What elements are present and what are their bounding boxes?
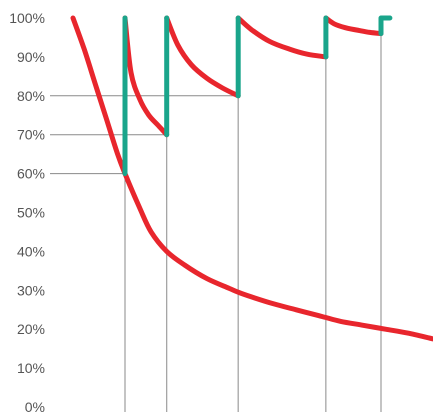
decay-curve-after-dose-4 xyxy=(323,15,384,37)
y-tick-label-2: 20% xyxy=(17,321,45,337)
y-tick-label-10: 100% xyxy=(9,10,45,26)
series-layer xyxy=(70,15,433,342)
y-tick-label-6: 60% xyxy=(17,166,45,182)
decay-curve-after-dose-3 xyxy=(235,15,329,60)
y-tick-label-3: 30% xyxy=(17,282,45,298)
y-tick-label-7: 70% xyxy=(17,127,45,143)
y-tick-labels: 0% 10% 20% 30% 40% 50% 60% 70% 80% 90% 100% xyxy=(9,10,45,412)
y-tick-label-4: 40% xyxy=(17,243,45,259)
decay-curve-after-dose-2 xyxy=(164,15,241,99)
guides-layer xyxy=(50,18,382,412)
y-tick-label-0: 0% xyxy=(25,399,45,412)
y-tick-label-8: 80% xyxy=(17,88,45,104)
decay-curve-after-dose-1 xyxy=(122,15,170,138)
decay-curve-main xyxy=(70,15,433,342)
y-tick-label-9: 90% xyxy=(17,49,45,65)
y-tick-label-1: 10% xyxy=(17,360,45,376)
y-tick-label-5: 50% xyxy=(17,205,45,221)
dose-jump-line-5 xyxy=(378,15,393,37)
